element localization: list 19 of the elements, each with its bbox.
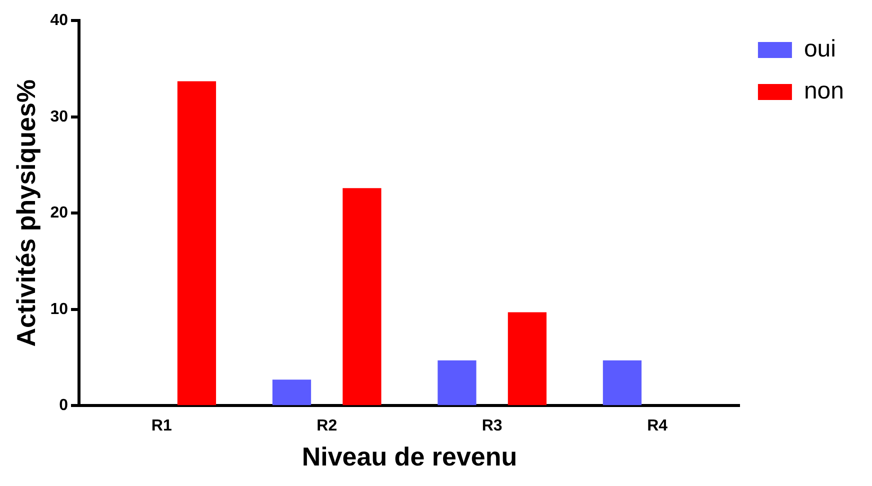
x-axis-title: Niveau de revenu xyxy=(302,442,518,472)
bar xyxy=(342,188,382,406)
legend-label: oui xyxy=(804,36,836,63)
y-tick-label: 40 xyxy=(50,12,68,30)
y-tick-label: 20 xyxy=(50,204,68,222)
bar xyxy=(438,360,476,406)
y-tick-label: 0 xyxy=(59,397,68,414)
x-tick-label: R4 xyxy=(647,418,668,435)
y-tick-label: 10 xyxy=(50,300,68,318)
bar xyxy=(272,380,312,406)
x-tick-label: R1 xyxy=(151,418,172,435)
bar xyxy=(508,312,547,406)
y-axis-title: Activités physiques% xyxy=(10,79,41,347)
bar xyxy=(177,81,216,406)
y-tick-label: 30 xyxy=(50,108,68,126)
bar xyxy=(602,360,642,406)
x-tick-label: R2 xyxy=(316,418,338,435)
legend-label: non xyxy=(804,78,844,105)
x-tick-label: R3 xyxy=(482,418,502,435)
